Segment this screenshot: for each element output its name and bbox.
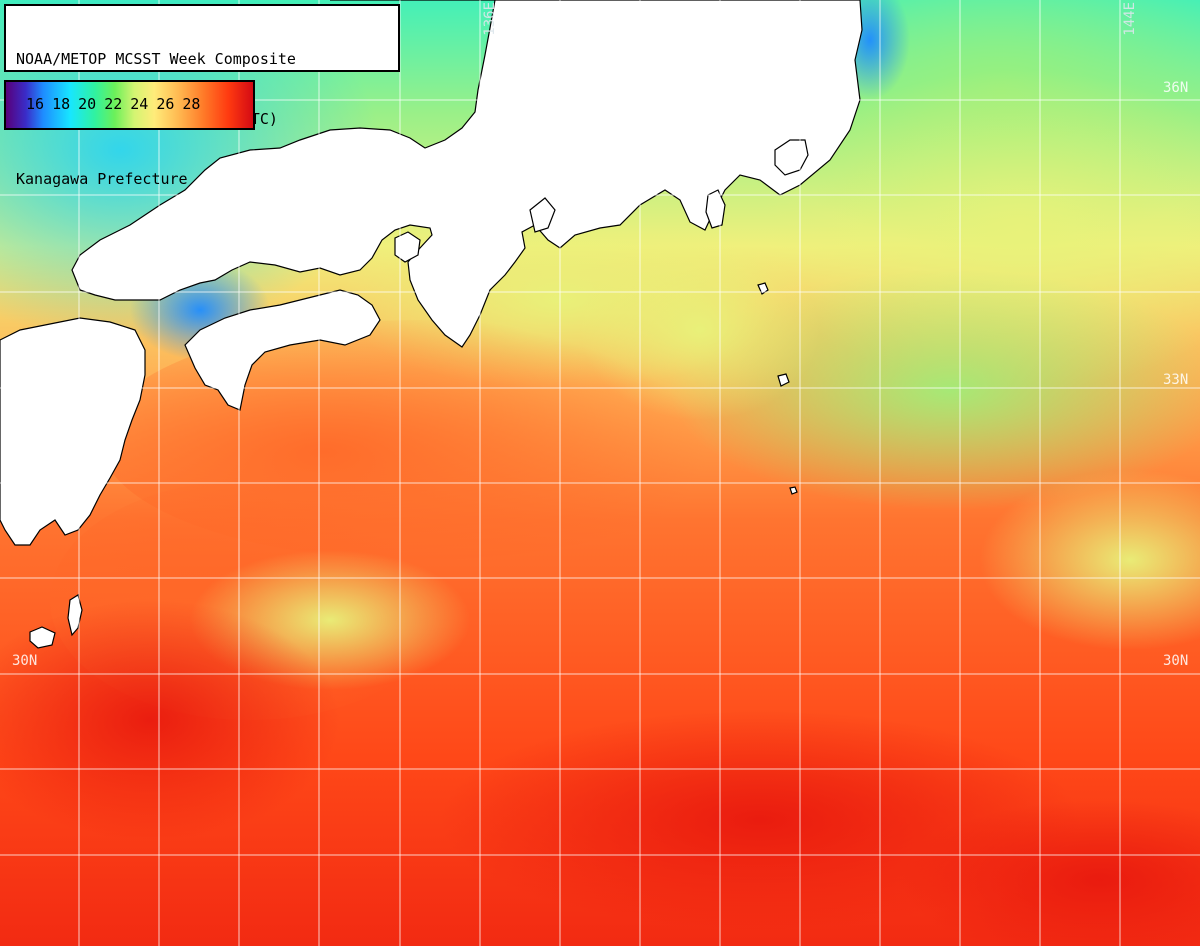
lat-label-33n: 33N	[1163, 372, 1189, 388]
lat-label-30n-left: 30N	[12, 653, 38, 669]
legend-label-22: 22	[104, 95, 123, 113]
shikoku-landmass	[184, 289, 381, 411]
yakushima-island	[29, 626, 56, 649]
legend-label-24: 24	[130, 95, 149, 113]
legend-label-26: 26	[156, 95, 175, 113]
legend-label-18: 18	[52, 95, 71, 113]
legend-label-20: 20	[78, 95, 97, 113]
hachijojima-island	[757, 282, 769, 295]
lon-label-144e: 144E	[1122, 2, 1138, 36]
legend-label-28: 28	[182, 95, 201, 113]
region-name: Kanagawa Prefecture	[16, 170, 188, 188]
lat-label-30n-right: 30N	[1163, 653, 1189, 669]
kii-tip	[529, 197, 556, 233]
awaji-island	[394, 231, 421, 263]
miyakejima-island	[777, 373, 790, 387]
lat-label-36n: 36N	[1163, 80, 1189, 96]
map-title: NOAA/METOP MCSST Week Composite	[16, 50, 296, 68]
kyushu-landmass	[0, 317, 146, 546]
lon-label-136e: 136E	[482, 2, 498, 36]
map-title-box: NOAA/METOP MCSST Week Composite 2025/06/…	[4, 4, 400, 188]
legend-label-16: 16	[26, 95, 45, 113]
legend-labels: 16 18 20 22 24 26 28	[26, 95, 200, 113]
temperature-color-legend: 16 18 20 22 24 26 28	[4, 80, 255, 130]
aogashima-island	[789, 486, 798, 495]
honshu-landmass	[71, 0, 863, 348]
